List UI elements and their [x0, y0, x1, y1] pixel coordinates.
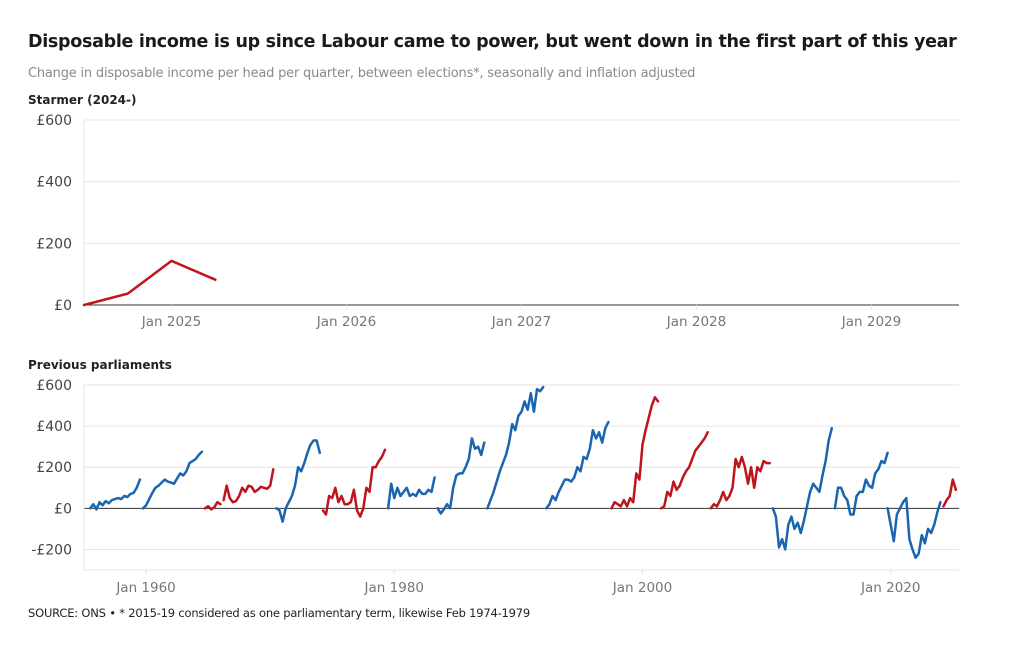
x-tick-label: Jan 2027	[491, 314, 551, 330]
series-line-1979-1983	[386, 476, 436, 510]
panel-label-top: Starmer (2024-)	[28, 93, 137, 107]
chart-panel-starmer: £0 £200 £400 £600 Jan 2025 Jan 2026 Jan 2027 Ja…	[36, 113, 959, 330]
series-line-starmer	[942, 478, 958, 508]
chart-subtitle: Change in disposable income per head per…	[28, 66, 696, 81]
y-tick-label: £0	[54, 501, 72, 517]
y-tick-label: £200	[36, 236, 72, 252]
series-line-2010-2015	[771, 426, 834, 551]
series-line-2015-2019	[833, 451, 889, 516]
series-line-1992-1997	[545, 420, 610, 510]
y-tick-label: £400	[36, 419, 72, 435]
x-tick-label: Jan 1960	[115, 580, 175, 596]
series-line-1974-1979	[321, 448, 387, 518]
x-tick-label: Jan 2026	[316, 314, 376, 330]
x-tick-label: Jan 1980	[364, 580, 424, 596]
x-tick-label: Jan 2020	[860, 580, 920, 596]
y-tick-label: £600	[36, 378, 72, 394]
x-tick-label: Jan 2025	[141, 314, 201, 330]
chart-title: Disposable income is up since Labour cam…	[28, 32, 957, 52]
y-tick-label: £600	[36, 113, 72, 129]
series-line-starmer	[82, 259, 217, 307]
x-tick-label: Jan 2028	[666, 314, 726, 330]
y-tick-label: £0	[54, 298, 72, 314]
series-line-1997-2001	[610, 396, 660, 510]
series-line-1959-1964	[141, 450, 204, 510]
series-line-1955-1959	[88, 478, 142, 511]
series-line-2019-2024	[886, 496, 942, 559]
y-tick-label: £200	[36, 460, 72, 476]
x-tick-label: Jan 2000	[612, 580, 672, 596]
series-line-1970-1974	[275, 439, 322, 523]
source-note: SOURCE: ONS • * 2015-19 considered as on…	[28, 606, 531, 620]
x-tick-label: Jan 2029	[841, 314, 901, 330]
series-line-2005-2010	[709, 455, 771, 510]
series-line-1987-1992	[486, 385, 545, 510]
y-tick-label: -£200	[31, 542, 72, 558]
series-line-1983-1987	[436, 437, 486, 515]
y-tick-label: £400	[36, 175, 72, 191]
series-line-1964-1966	[203, 500, 222, 511]
panel-label-bottom: Previous parliaments	[28, 358, 172, 372]
series-line-1966-1970	[222, 468, 275, 504]
series-line-2001-2005	[659, 431, 709, 510]
chart-panel-previous: -£200 £0 £200 £400 £600 Jan 1960 Jan 1980 Jan 2…	[31, 378, 959, 596]
